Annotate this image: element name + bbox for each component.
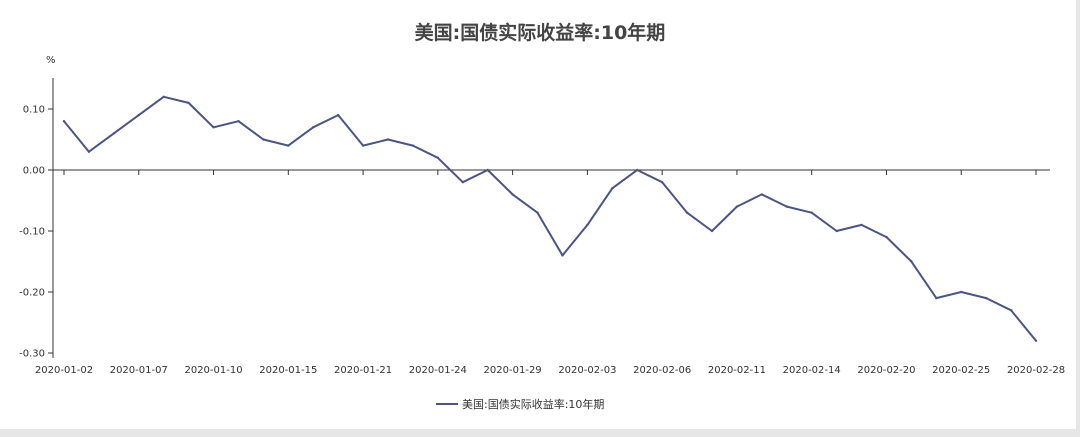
y-tick-label: 0.10 xyxy=(23,105,45,116)
data-point xyxy=(237,120,240,123)
legend-label: 美国:国债实际收益率:10年期 xyxy=(462,397,604,411)
x-tick-label: 2020-02-20 xyxy=(857,365,915,376)
data-point xyxy=(661,181,664,184)
y-tick-label: -0.30 xyxy=(19,349,45,360)
data-point xyxy=(287,144,290,147)
data-point xyxy=(586,223,589,227)
x-tick-label: 2020-01-29 xyxy=(484,365,542,376)
data-point xyxy=(835,229,838,233)
data-point xyxy=(411,144,415,147)
data-point xyxy=(760,193,763,196)
y-tick-label: 0.00 xyxy=(23,166,45,177)
data-point xyxy=(62,120,66,123)
data-point xyxy=(860,223,863,227)
data-point xyxy=(137,113,140,117)
data-point xyxy=(561,254,564,257)
x-tick-label: 2020-01-15 xyxy=(259,365,317,376)
data-point xyxy=(985,296,988,300)
data-point xyxy=(386,138,390,141)
data-point xyxy=(1009,309,1013,312)
x-tick-label: 2020-02-06 xyxy=(633,365,691,376)
data-point xyxy=(361,144,365,147)
data-point xyxy=(960,290,963,294)
x-tick-label: 2020-01-21 xyxy=(334,365,392,376)
y-tick-label: -0.10 xyxy=(19,227,45,238)
data-point xyxy=(187,101,190,105)
data-point xyxy=(935,296,938,300)
data-point xyxy=(536,211,539,214)
legend[interactable]: 美国:国债实际收益率:10年期 xyxy=(436,397,604,411)
data-point xyxy=(810,211,813,214)
x-tick-label: 2020-01-07 xyxy=(110,365,168,376)
data-point xyxy=(87,150,91,153)
data-point xyxy=(785,205,788,208)
y-axis-unit-label: % xyxy=(46,55,56,66)
data-point xyxy=(337,113,340,117)
data-point xyxy=(486,168,489,172)
data-point xyxy=(262,138,265,141)
chart-title: 美国:国债实际收益率:10年期 xyxy=(414,22,666,44)
data-point xyxy=(735,205,739,208)
series-line xyxy=(63,95,1037,342)
data-point xyxy=(511,193,514,196)
data-point xyxy=(910,260,913,263)
data-point xyxy=(685,211,689,214)
x-tick-label: 2020-02-03 xyxy=(558,365,616,376)
data-point xyxy=(162,95,165,99)
data-point xyxy=(885,235,888,239)
x-tick-label: 2020-01-02 xyxy=(35,365,93,376)
data-point xyxy=(1034,339,1038,342)
x-tick-label: 2020-01-10 xyxy=(184,365,242,376)
data-point xyxy=(212,126,215,129)
data-point xyxy=(636,168,639,172)
data-point xyxy=(461,181,464,184)
x-tick-label: 2020-02-25 xyxy=(932,365,990,376)
y-tick-label: -0.20 xyxy=(19,288,45,299)
x-tick-label: 2020-01-24 xyxy=(409,365,467,376)
data-point xyxy=(710,229,714,233)
data-point xyxy=(436,156,439,159)
x-tick-label: 2020-02-28 xyxy=(1007,365,1065,376)
data-point xyxy=(312,126,315,129)
series-layer xyxy=(62,95,1038,342)
x-tick-label: 2020-02-11 xyxy=(708,365,766,376)
data-point xyxy=(611,187,614,190)
axes-group: 0.10 0.00 -0.10 -0.20 -0.30 2020-01-02 2020-01… xyxy=(19,78,1065,376)
x-tick-label: 2020-02-14 xyxy=(783,365,841,376)
data-point xyxy=(112,132,116,135)
